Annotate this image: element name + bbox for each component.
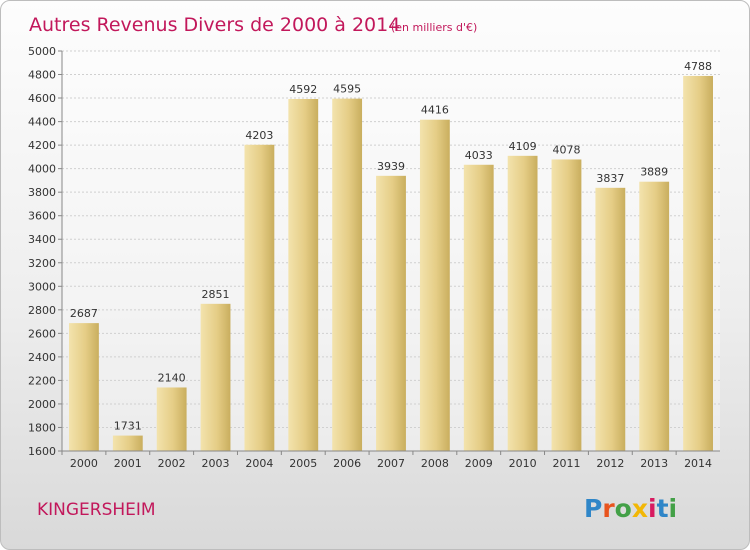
bar-2005	[288, 99, 319, 451]
bar-2009	[463, 164, 494, 451]
data-label: 4203	[245, 129, 273, 142]
logo-letter: i	[669, 494, 678, 523]
y-tick-label: 2000	[28, 398, 56, 411]
x-axis: 2000 2001 2002 2003 2004 2005 2006 2007 2008 2009…	[61, 450, 720, 470]
bar-2008	[419, 119, 450, 452]
x-tick-label: 2009	[465, 457, 493, 470]
logo-letter: r	[602, 494, 615, 523]
bar-2014	[683, 75, 713, 452]
y-tick-label: 4600	[28, 92, 56, 105]
y-tick-label: 4400	[28, 116, 56, 129]
bar-2011	[551, 159, 582, 451]
y-tick-label: 3600	[28, 210, 56, 223]
y-tick-label: 3200	[28, 257, 56, 270]
x-tick-label: 2002	[158, 457, 186, 470]
bar-2003	[200, 303, 231, 451]
bar-2013	[639, 181, 670, 452]
y-tick-label: 4800	[28, 69, 56, 82]
x-tick-label: 2010	[509, 457, 537, 470]
data-label: 2851	[202, 288, 230, 301]
data-label: 3889	[640, 166, 668, 179]
x-tick-label: 2004	[245, 457, 273, 470]
y-tick-label: 2800	[28, 304, 56, 317]
y-tick-label: 3000	[28, 280, 56, 293]
y-tick-label: 3400	[28, 233, 56, 246]
bar-2006	[332, 98, 363, 451]
y-axis: 1600 1800 2000 2200 2400 2600 2800 3000 3200 3400…	[28, 45, 63, 458]
y-tick-label: 2400	[28, 351, 56, 364]
data-label: 4078	[552, 143, 580, 156]
bar-2000	[69, 323, 99, 451]
logo-letter: o	[615, 494, 632, 523]
data-label: 4592	[289, 83, 317, 96]
x-tick-label: 2007	[377, 457, 405, 470]
y-tick-label: 4000	[28, 163, 56, 176]
x-tick-label: 2003	[202, 457, 230, 470]
y-tick-label: 1800	[28, 421, 56, 434]
y-tick-label: 3800	[28, 186, 56, 199]
bar-2010	[507, 155, 538, 451]
bar-2001	[112, 435, 143, 451]
data-label: 3837	[596, 172, 624, 185]
x-tick-label: 2008	[421, 457, 449, 470]
data-label: 1731	[114, 420, 142, 433]
proxiti-logo: Proxiti	[584, 494, 677, 523]
data-label: 2687	[70, 307, 98, 320]
data-label: 4416	[421, 104, 449, 117]
bar-2002	[156, 387, 187, 451]
data-label: 2140	[158, 371, 186, 384]
logo-letter: t	[657, 494, 669, 523]
x-tick-label: 2000	[70, 457, 98, 470]
data-label: 3939	[377, 160, 405, 173]
bar-2012	[595, 187, 626, 451]
x-tick-label: 2013	[640, 457, 668, 470]
bars: 2687 1731 2140 2851 4203 4592 4595 3939 4416 4033…	[69, 60, 713, 452]
bar-2004	[244, 144, 275, 451]
y-tick-label: 1600	[28, 445, 56, 458]
location-name: KINGERSHEIM	[37, 500, 156, 520]
data-label: 4033	[465, 149, 493, 162]
x-tick-label: 2005	[289, 457, 317, 470]
x-tick-label: 2014	[684, 457, 712, 470]
data-label: 4788	[684, 60, 712, 73]
data-label: 4109	[509, 140, 537, 153]
y-tick-label: 2200	[28, 374, 56, 387]
x-tick-label: 2001	[114, 457, 142, 470]
chart-title: Autres Revenus Divers de 2000 à 2014	[29, 14, 400, 36]
logo-letter: i	[648, 494, 657, 523]
y-tick-label: 4200	[28, 139, 56, 152]
data-label: 4595	[333, 83, 361, 96]
bar-2007	[376, 175, 406, 451]
x-tick-label: 2012	[596, 457, 624, 470]
y-tick-label: 2600	[28, 327, 56, 340]
logo-letter: x	[632, 494, 648, 523]
logo-letter: P	[584, 494, 602, 523]
x-tick-label: 2006	[333, 457, 361, 470]
y-tick-label: 5000	[28, 45, 56, 58]
chart-subtitle: (en milliers d'€)	[391, 21, 477, 34]
x-tick-label: 2011	[552, 457, 580, 470]
